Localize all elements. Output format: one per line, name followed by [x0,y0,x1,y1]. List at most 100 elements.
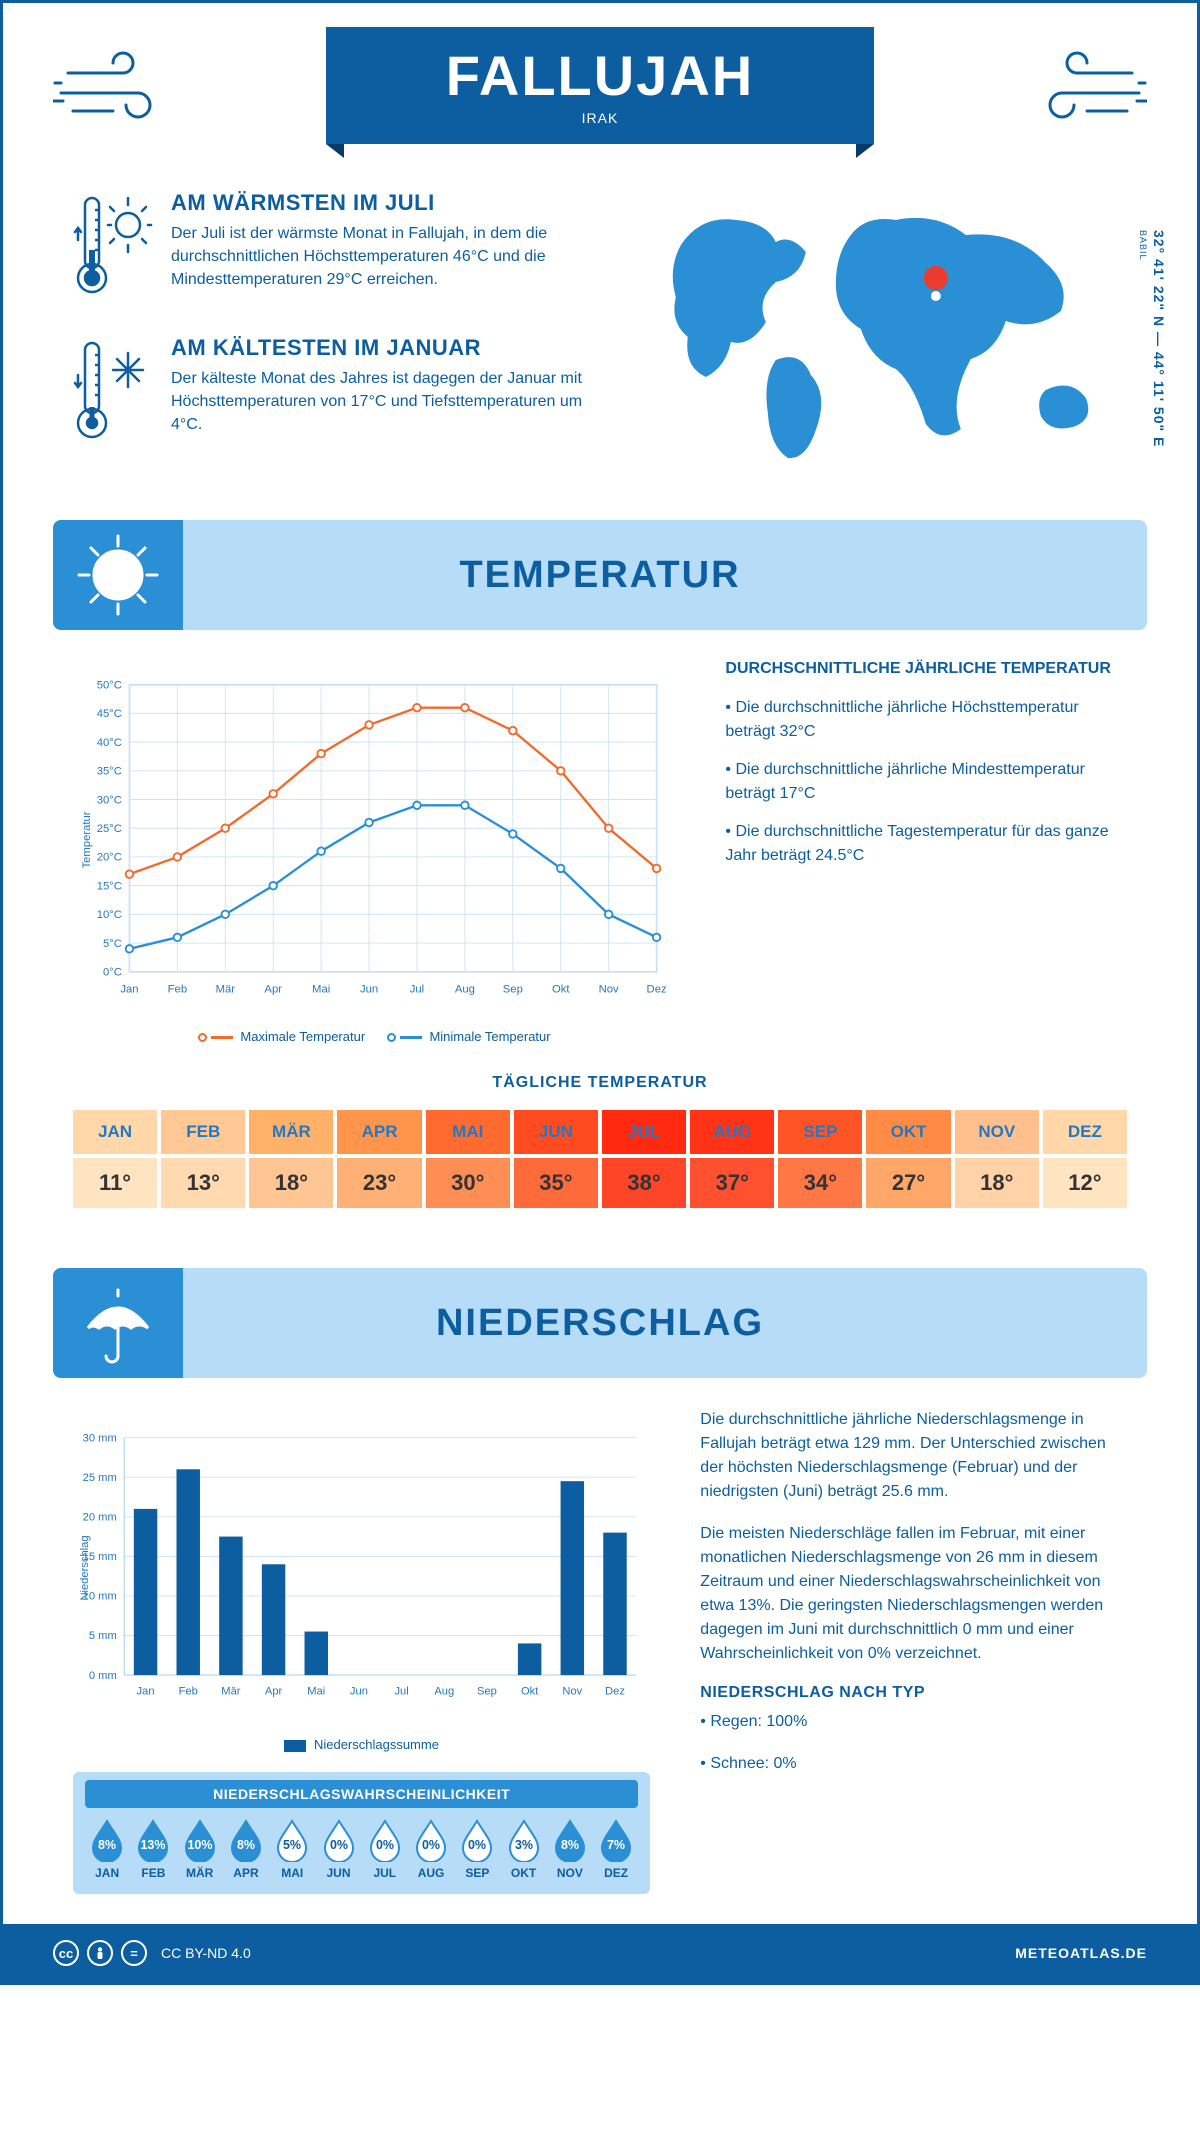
daily-temp-month: SEP [778,1110,862,1154]
svg-text:20 mm: 20 mm [83,1512,117,1524]
svg-text:15°C: 15°C [97,880,122,892]
precip-probability-box: NIEDERSCHLAGSWAHRSCHEINLICHKEIT 8% JAN 1… [73,1772,650,1894]
svg-text:13%: 13% [141,1838,166,1852]
svg-text:Mai: Mai [312,983,330,995]
svg-text:25°C: 25°C [97,823,122,835]
daily-temp-month: MÄR [249,1110,333,1154]
avg-temp-bullet: • Die durchschnittliche jährliche Höchst… [725,696,1127,744]
sun-icon [53,520,183,630]
precip-probability-cell: 8% JAN [85,1818,129,1880]
precipitation-title: NIEDERSCHLAG [53,1302,1147,1345]
svg-text:5 mm: 5 mm [89,1630,117,1642]
svg-text:Apr: Apr [264,983,282,995]
precip-type-heading: NIEDERSCHLAG NACH TYP [700,1684,1127,1702]
precip-probability-cell: 0% AUG [409,1818,453,1880]
svg-text:Dez: Dez [647,983,667,995]
daily-temp-month: MAI [426,1110,510,1154]
svg-text:Mär: Mär [221,1686,240,1698]
thermometer-snow-icon [73,335,153,450]
coldest-text: Der kälteste Monat des Jahres ist dagege… [171,367,605,437]
temperature-section-header: TEMPERATUR [53,520,1147,630]
thermometer-sun-icon [73,190,153,305]
license-label: CC BY-ND 4.0 [161,1945,251,1961]
svg-text:10°C: 10°C [97,909,122,921]
daily-temp-month: AUG [690,1110,774,1154]
svg-text:Mai: Mai [307,1686,325,1698]
avg-temp-bullet: • Die durchschnittliche Tagestemperatur … [725,820,1127,868]
svg-text:0%: 0% [422,1838,440,1852]
daily-temp-value: 35° [514,1158,598,1208]
svg-text:3%: 3% [515,1838,533,1852]
temperature-title: TEMPERATUR [53,554,1147,597]
svg-text:40°C: 40°C [97,737,122,749]
svg-text:0%: 0% [468,1838,486,1852]
license-block: cc = CC BY-ND 4.0 [53,1940,251,1966]
world-map [645,190,1127,470]
svg-text:10%: 10% [187,1838,212,1852]
precip-probability-cell: 3% OKT [501,1818,545,1880]
wind-icon [1037,43,1147,138]
daily-temp-month: NOV [955,1110,1039,1154]
precip-probability-cell: 0% JUL [363,1818,407,1880]
by-icon [87,1940,113,1966]
daily-temp-value: 37° [690,1158,774,1208]
svg-text:5%: 5% [283,1838,301,1852]
svg-text:Aug: Aug [434,1686,454,1698]
svg-text:35°C: 35°C [97,766,122,778]
avg-temp-bullet: • Die durchschnittliche jährliche Mindes… [725,758,1127,806]
coordinates-label: 32° 41' 22" N — 44° 11' 50" EBABIL [1135,230,1167,447]
coldest-block: AM KÄLTESTEN IM JANUAR Der kälteste Mona… [73,335,605,450]
coldest-title: AM KÄLTESTEN IM JANUAR [171,335,605,361]
site-link[interactable]: METEOATLAS.DE [1015,1945,1147,1961]
daily-temperature-block: TÄGLICHE TEMPERATUR JANFEBMÄRAPRMAIJUNJU… [3,1074,1197,1258]
svg-text:Dez: Dez [605,1686,625,1698]
svg-text:7%: 7% [607,1838,625,1852]
daily-temp-value: 34° [778,1158,862,1208]
svg-text:50°C: 50°C [97,679,122,691]
daily-temp-month: DEZ [1043,1110,1127,1154]
precip-probability-cell: 10% MÄR [178,1818,222,1880]
daily-temp-month: FEB [161,1110,245,1154]
daily-temp-value: 18° [955,1158,1039,1208]
precip-type-item: • Schnee: 0% [700,1752,1127,1776]
svg-text:Mär: Mär [216,983,236,995]
daily-temp-month: JUN [514,1110,598,1154]
precipitation-section-header: NIEDERSCHLAG [53,1268,1147,1378]
svg-text:30°C: 30°C [97,794,122,806]
prob-heading: NIEDERSCHLAGSWAHRSCHEINLICHKEIT [85,1780,638,1808]
temperature-line-chart: 0°C5°C10°C15°C20°C25°C30°C35°C40°C45°C50… [73,660,675,1044]
page-subtitle: IRAK [446,110,754,126]
daily-temp-value: 23° [337,1158,421,1208]
svg-text:0%: 0% [329,1838,347,1852]
daily-temp-month: APR [337,1110,421,1154]
svg-text:25 mm: 25 mm [83,1472,117,1484]
svg-text:Nov: Nov [562,1686,582,1698]
svg-text:20°C: 20°C [97,852,122,864]
svg-text:Jan: Jan [120,983,138,995]
svg-text:Sep: Sep [477,1686,497,1698]
svg-text:Jul: Jul [394,1686,408,1698]
warmest-text: Der Juli ist der wärmste Monat in Falluj… [171,222,605,292]
temperature-text: DURCHSCHNITTLICHE JÄHRLICHE TEMPERATUR •… [725,660,1127,1044]
world-map-block: 32° 41' 22" N — 44° 11' 50" EBABIL [645,190,1127,480]
wind-icon [53,43,163,138]
daily-temp-heading: TÄGLICHE TEMPERATUR [73,1074,1127,1092]
precip-probability-cell: 5% MAI [270,1818,314,1880]
svg-text:8%: 8% [561,1838,579,1852]
warmest-title: AM WÄRMSTEN IM JULI [171,190,605,216]
page-header: FALLUJAH IRAK [3,3,1197,180]
avg-temp-heading: DURCHSCHNITTLICHE JÄHRLICHE TEMPERATUR [725,660,1127,678]
nd-icon: = [121,1940,147,1966]
page-title: FALLUJAH [446,43,754,108]
svg-text:Aug: Aug [455,983,475,995]
daily-temp-value: 30° [426,1158,510,1208]
daily-temp-value: 27° [866,1158,950,1208]
precip-probability-cell: 8% APR [224,1818,268,1880]
svg-text:Okt: Okt [552,983,570,995]
precip-type-item: • Regen: 100% [700,1710,1127,1734]
svg-text:Okt: Okt [521,1686,539,1698]
precipitation-bar-chart: 0 mm5 mm10 mm15 mm20 mm25 mm30 mmNieders… [73,1408,650,1752]
svg-text:Sep: Sep [503,983,523,995]
precip-probability-cell: 13% FEB [131,1818,175,1880]
daily-temp-value: 13° [161,1158,245,1208]
